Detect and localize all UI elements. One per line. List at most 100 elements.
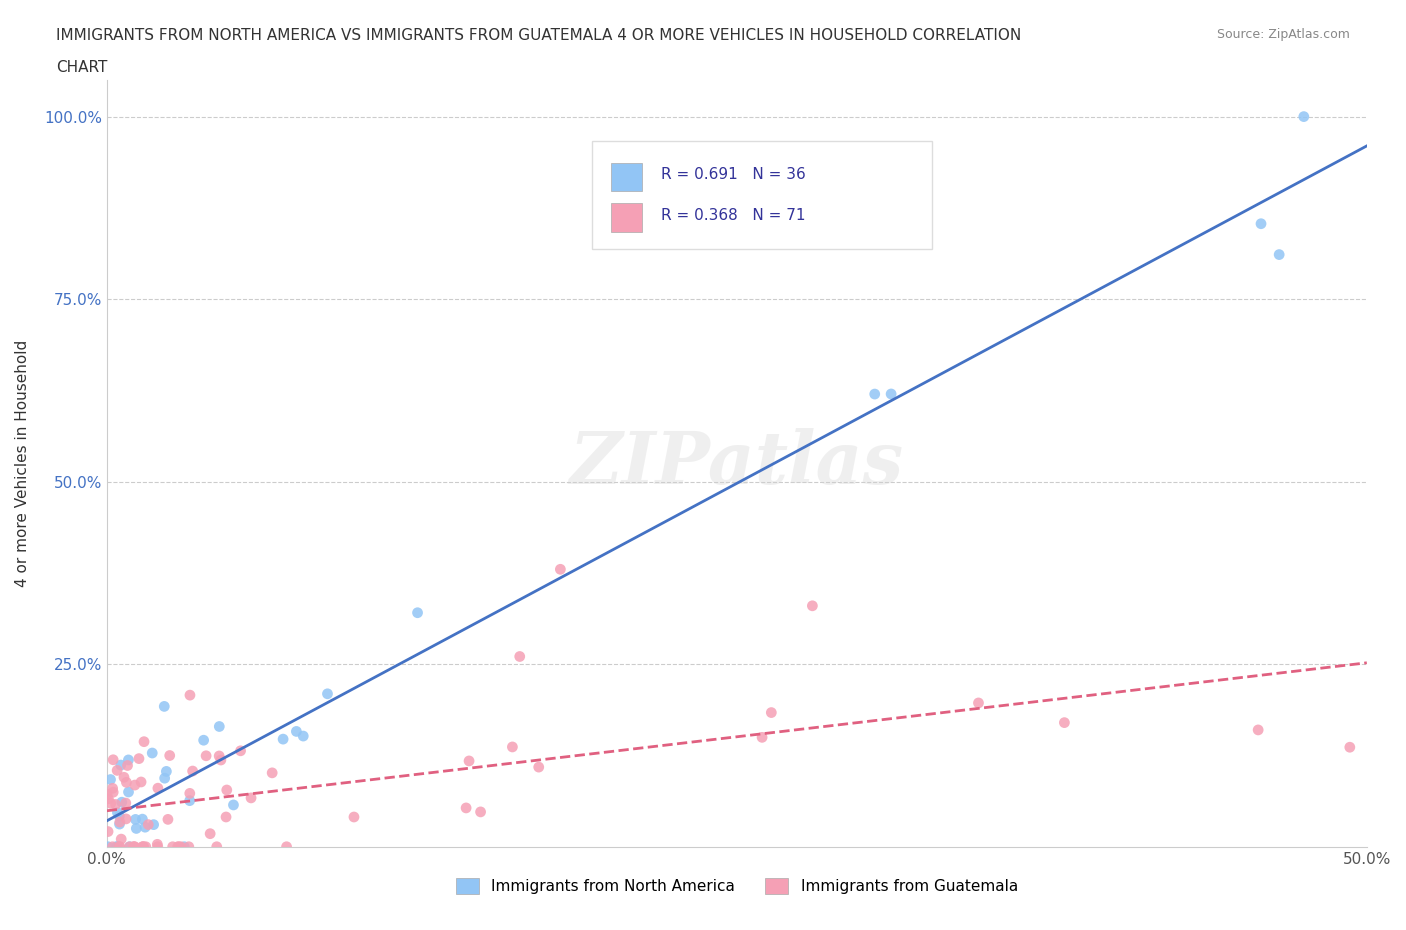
- Point: [276, 839, 298, 854]
- Point: [155, 764, 177, 778]
- Point: [108, 839, 131, 854]
- Point: [193, 733, 215, 748]
- Point: [132, 839, 155, 854]
- Point: [142, 817, 165, 832]
- Point: [101, 781, 124, 796]
- Point: [1268, 247, 1291, 262]
- Point: [863, 387, 886, 402]
- Point: [262, 765, 284, 780]
- Point: [179, 793, 201, 808]
- Point: [222, 798, 245, 813]
- Point: [527, 760, 550, 775]
- Point: [117, 785, 139, 800]
- Point: [751, 730, 773, 745]
- Point: [406, 605, 429, 620]
- Point: [134, 819, 156, 834]
- Bar: [610, 203, 643, 232]
- Point: [136, 817, 159, 832]
- Point: [292, 728, 315, 743]
- Point: [100, 772, 122, 787]
- Point: [967, 696, 990, 711]
- Text: R = 0.368   N = 71: R = 0.368 N = 71: [661, 207, 806, 222]
- Point: [177, 839, 200, 854]
- Point: [146, 839, 169, 854]
- Point: [129, 775, 152, 790]
- Point: [125, 821, 148, 836]
- Point: [1247, 723, 1270, 737]
- Point: [801, 598, 824, 613]
- Point: [112, 770, 135, 785]
- Text: R = 0.691   N = 36: R = 0.691 N = 36: [661, 166, 806, 182]
- Point: [761, 705, 783, 720]
- Point: [108, 839, 131, 854]
- Point: [117, 758, 139, 773]
- Point: [107, 839, 129, 854]
- Point: [131, 839, 153, 854]
- Point: [167, 839, 190, 854]
- Point: [550, 562, 572, 577]
- Text: ZIPatlas: ZIPatlas: [569, 428, 904, 498]
- Point: [179, 687, 201, 702]
- Point: [108, 815, 131, 830]
- Point: [470, 804, 492, 819]
- Point: [97, 791, 120, 806]
- Point: [1339, 739, 1361, 754]
- Point: [156, 812, 179, 827]
- Point: [146, 781, 169, 796]
- Point: [179, 786, 201, 801]
- Text: Source: ZipAtlas.com: Source: ZipAtlas.com: [1216, 28, 1350, 41]
- Point: [240, 790, 263, 805]
- Point: [205, 839, 228, 854]
- Point: [1053, 715, 1076, 730]
- Point: [1250, 217, 1272, 232]
- Point: [108, 817, 131, 831]
- Point: [208, 719, 231, 734]
- Point: [114, 796, 136, 811]
- Point: [880, 387, 903, 402]
- Text: IMMIGRANTS FROM NORTH AMERICA VS IMMIGRANTS FROM GUATEMALA 4 OR MORE VEHICLES IN: IMMIGRANTS FROM NORTH AMERICA VS IMMIGRA…: [56, 28, 1022, 43]
- Point: [101, 839, 124, 854]
- Point: [141, 746, 163, 761]
- Point: [110, 758, 132, 773]
- Point: [458, 753, 481, 768]
- Point: [166, 839, 188, 854]
- Point: [181, 764, 204, 778]
- FancyBboxPatch shape: [592, 141, 932, 248]
- Point: [124, 812, 146, 827]
- Point: [501, 739, 523, 754]
- Point: [101, 752, 124, 767]
- Point: [100, 796, 122, 811]
- Point: [198, 826, 221, 841]
- Point: [115, 775, 138, 790]
- Point: [209, 752, 232, 767]
- Point: [117, 752, 139, 767]
- Point: [285, 724, 308, 738]
- Point: [105, 839, 128, 854]
- Point: [97, 824, 120, 839]
- Legend: Immigrants from North America, Immigrants from Guatemala: Immigrants from North America, Immigrant…: [450, 872, 1024, 900]
- Point: [128, 751, 150, 766]
- Point: [229, 743, 252, 758]
- Point: [118, 839, 141, 854]
- Point: [173, 839, 195, 854]
- Point: [215, 809, 238, 824]
- Point: [104, 797, 127, 812]
- Text: CHART: CHART: [56, 60, 108, 75]
- Point: [110, 831, 132, 846]
- Point: [1292, 109, 1315, 124]
- Point: [97, 839, 120, 854]
- Point: [122, 839, 145, 854]
- Point: [456, 801, 478, 816]
- Point: [132, 839, 155, 854]
- Point: [124, 777, 146, 792]
- Point: [215, 782, 238, 797]
- Point: [162, 839, 184, 854]
- Point: [271, 732, 294, 747]
- Point: [153, 771, 176, 786]
- Point: [124, 839, 146, 854]
- Point: [107, 805, 129, 820]
- Point: [108, 808, 131, 823]
- Point: [118, 839, 141, 854]
- Point: [132, 735, 155, 750]
- Point: [208, 749, 231, 764]
